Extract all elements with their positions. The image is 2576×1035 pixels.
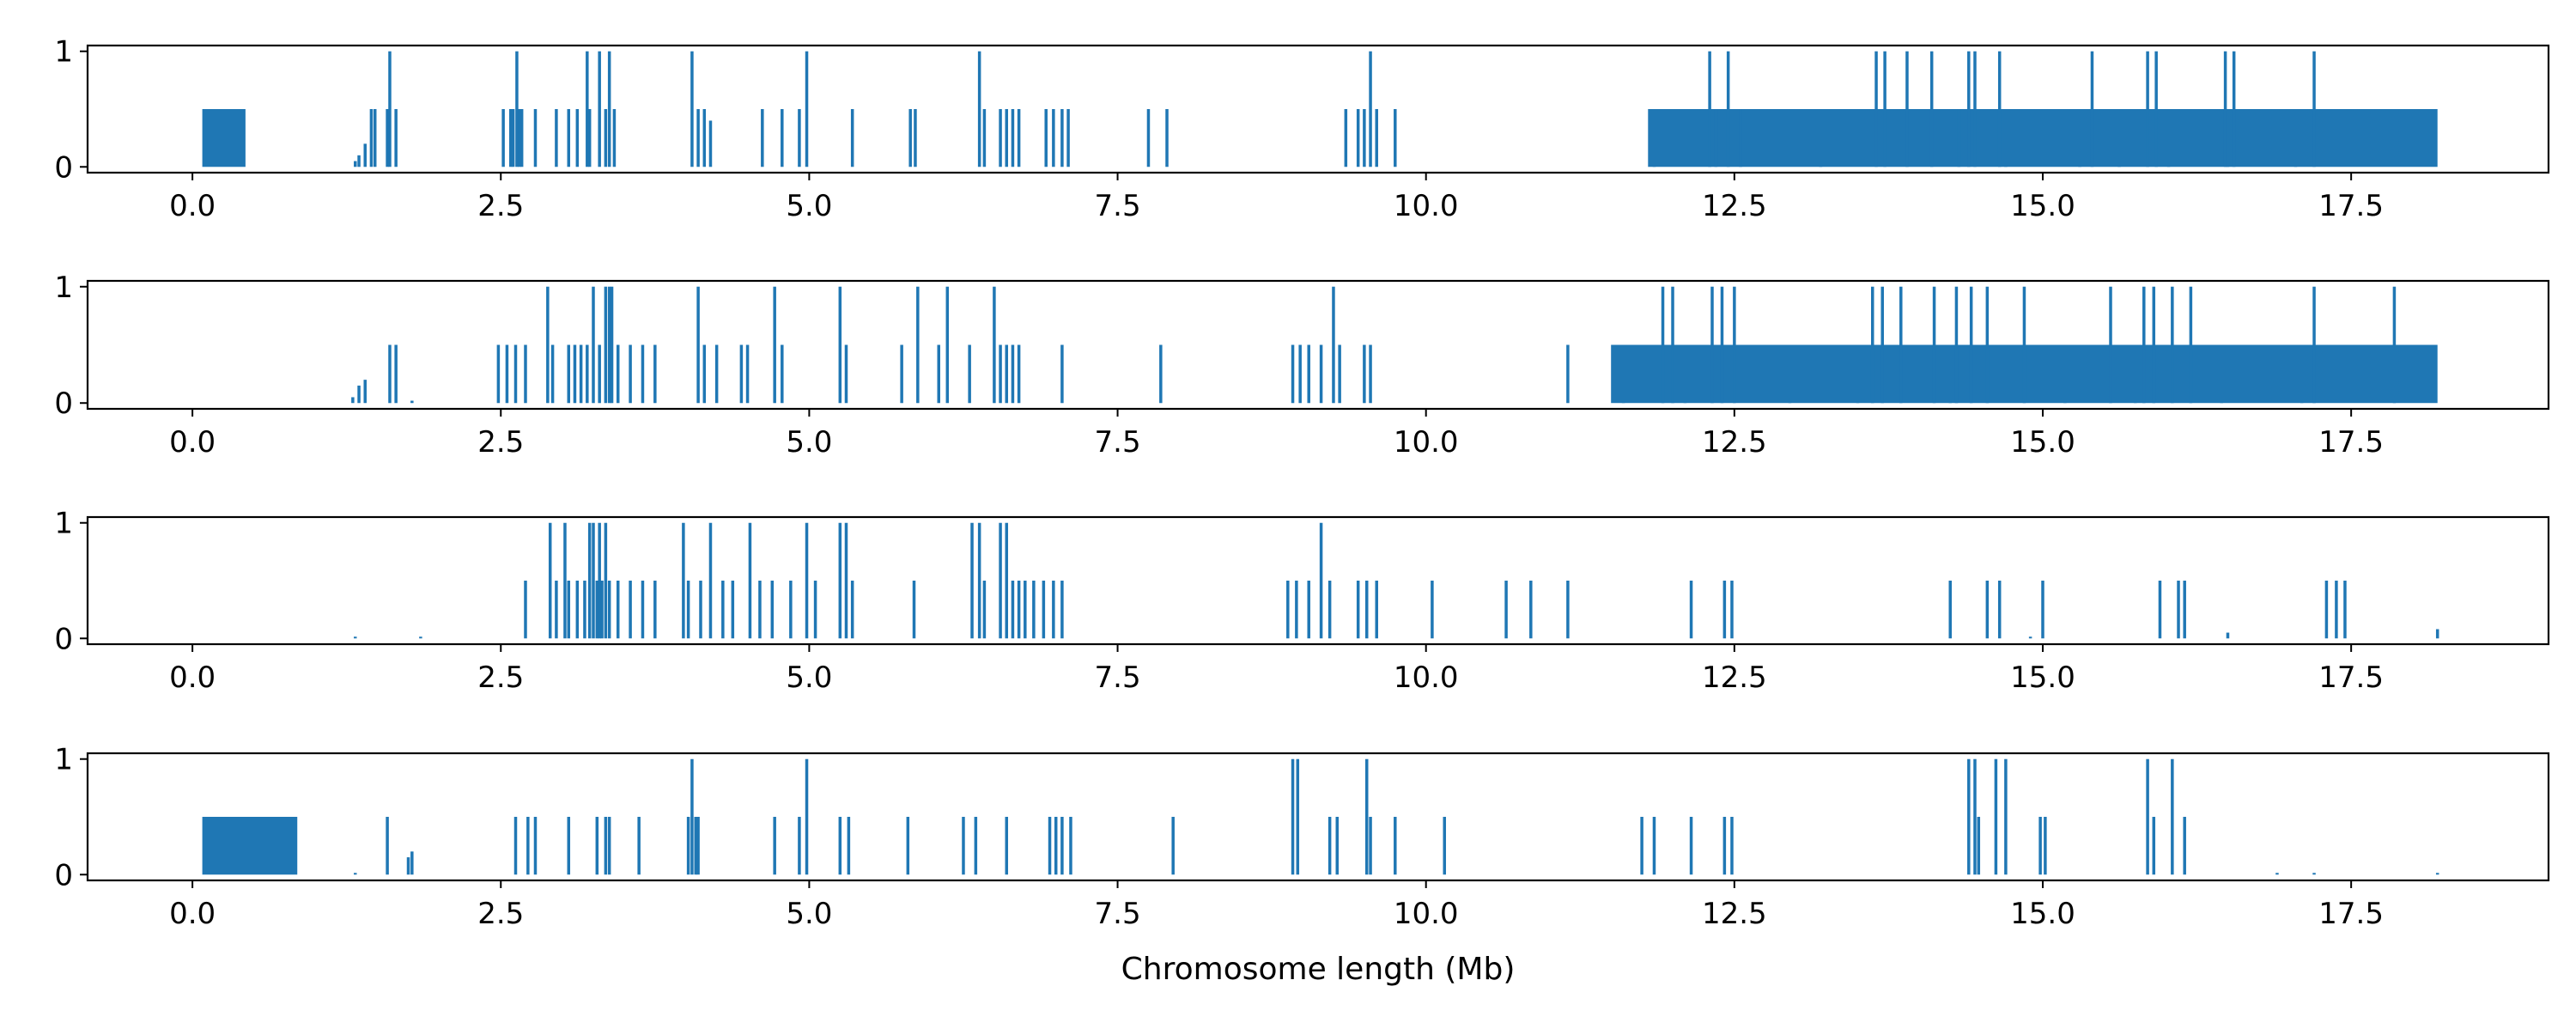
y-tick-label: 0 <box>54 622 73 656</box>
data-block-1 <box>202 109 246 167</box>
chart-panel-4: 010.0 2.5 5.0 7.5 10.0 12.5 15.0 17.5 <box>54 743 2550 931</box>
x-tick-label: 7.5 <box>1095 425 1141 460</box>
x-tick-label: 17.5 <box>2318 897 2384 931</box>
x-tick-label: 2.5 <box>477 661 524 695</box>
y-tick-label: 1 <box>54 743 73 777</box>
axes-frame <box>86 279 2550 411</box>
x-tick-label: 17.5 <box>2318 425 2384 460</box>
chart-marks <box>202 758 2439 875</box>
x-tick-label: 2.5 <box>477 897 524 931</box>
chart-marks <box>351 286 2438 404</box>
x-tick-label: 12.5 <box>1702 897 1767 931</box>
axes-frame <box>86 44 2550 174</box>
x-tick-label: 5.0 <box>786 897 832 931</box>
x-tick-label: 7.5 <box>1095 661 1141 695</box>
data-block-1 <box>202 817 298 875</box>
chart-panel-1: 010.0 2.5 5.0 7.5 10.0 12.5 15.0 17.5 <box>54 35 2550 223</box>
x-tick-label: 0.0 <box>169 897 216 931</box>
x-tick-label: 10.0 <box>1394 897 1459 931</box>
x-tick-label: 0.0 <box>169 661 216 695</box>
x-tick-label: 0.0 <box>169 189 216 223</box>
x-tick-label: 2.5 <box>477 189 524 223</box>
data-block-2 <box>1648 109 2438 167</box>
x-tick-label: 5.0 <box>786 425 832 460</box>
y-tick-label: 0 <box>54 387 73 421</box>
x-tick-label: 10.0 <box>1394 661 1459 695</box>
y-tick-label: 1 <box>54 507 73 541</box>
x-tick-label: 2.5 <box>477 425 524 460</box>
y-tick-label: 0 <box>54 858 73 892</box>
x-tick-label: 10.0 <box>1394 189 1459 223</box>
x-tick-label: 15.0 <box>2010 661 2075 695</box>
chart-panel-2: 010.0 2.5 5.0 7.5 10.0 12.5 15.0 17.5 <box>54 271 2550 460</box>
x-tick-label: 17.5 <box>2318 661 2384 695</box>
chart-panel-3: 010.0 2.5 5.0 7.5 10.0 12.5 15.0 17.5 <box>54 507 2550 695</box>
axes-frame <box>86 515 2550 646</box>
chart-marks <box>353 522 2439 639</box>
x-tick-label: 7.5 <box>1095 897 1141 931</box>
x-tick-label: 5.0 <box>786 189 832 223</box>
x-tick-label: 12.5 <box>1702 189 1767 223</box>
x-axis-label: Chromosome length (Mb) <box>1121 952 1516 987</box>
y-tick-label: 0 <box>54 150 73 185</box>
x-tick-label: 15.0 <box>2010 189 2075 223</box>
x-tick-label: 12.5 <box>1702 425 1767 460</box>
chart-marks <box>202 51 2438 167</box>
x-tick-label: 15.0 <box>2010 897 2075 931</box>
x-tick-label: 17.5 <box>2318 189 2384 223</box>
x-tick-label: 0.0 <box>169 425 216 460</box>
axes-frame <box>86 752 2550 882</box>
y-tick-label: 1 <box>54 271 73 305</box>
x-tick-label: 7.5 <box>1095 189 1141 223</box>
x-tick-label: 10.0 <box>1394 425 1459 460</box>
x-tick-label: 5.0 <box>786 661 832 695</box>
y-tick-label: 1 <box>54 35 73 70</box>
x-tick-label: 12.5 <box>1702 661 1767 695</box>
x-tick-label: 15.0 <box>2010 425 2075 460</box>
